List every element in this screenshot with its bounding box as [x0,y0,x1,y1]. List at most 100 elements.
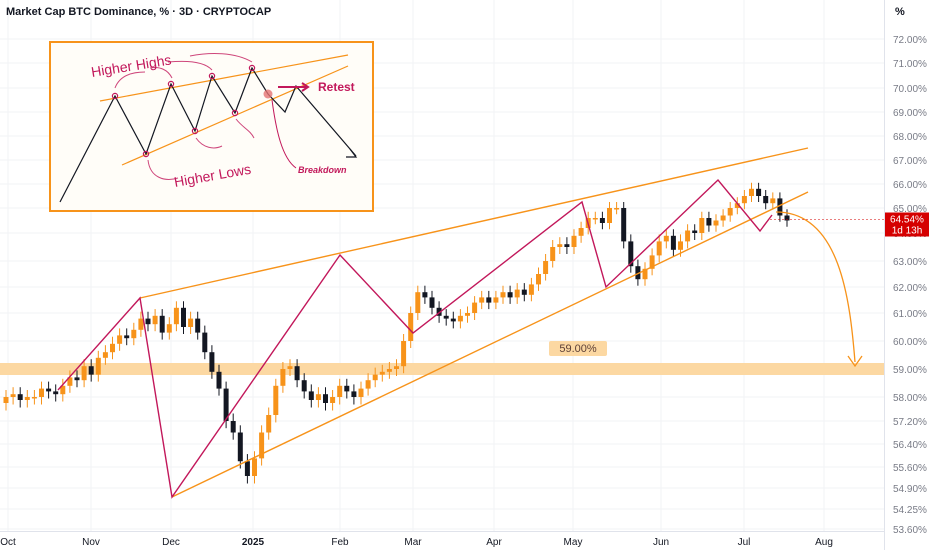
x-tick-label: Jun [653,537,669,548]
candle-body [571,235,577,247]
candle-body [230,421,236,433]
candle-body [663,235,669,242]
y-tick-label: 57.20% [893,417,927,428]
y-tick-label: 53.60% [893,525,927,536]
candle-body [472,302,478,313]
candle-body [31,397,37,399]
candle-body [337,385,343,397]
candle-body [486,297,492,303]
x-tick-label: Apr [486,537,502,548]
candle-body [124,335,130,339]
candle-body [181,307,186,327]
candle-body [323,394,328,403]
candle-body [39,388,44,397]
candle-body [188,318,194,327]
candle-body [784,215,790,221]
support-label: 59.00% [559,343,597,355]
candle-body [557,244,563,247]
y-tick-label: 66.00% [893,180,927,191]
time-axis[interactable]: Oct Nov Dec 2025 Feb Mar Apr May Jun Jul Aug [0,537,833,548]
candle-body [727,208,733,216]
candle-body [770,198,776,204]
inset-retest-dot [263,89,273,99]
y-tick-label: 72.00% [893,35,927,46]
candle-body [465,313,470,316]
inset-retest-arrowhead [301,82,310,92]
candle-body [145,318,151,325]
candle-body [607,208,612,223]
support-label-box [549,341,607,356]
candle-body [699,218,705,233]
x-tick-label: 2025 [242,537,265,548]
x-tick-label: Jul [738,537,751,548]
candle-body [379,371,385,375]
drawing-overlays [57,147,863,499]
candle-body [138,318,144,330]
last-price-box [885,212,929,237]
y-tick-label: 55.60% [893,463,927,474]
candle-body [209,352,215,372]
candle-body [578,228,584,236]
candle-body [24,397,30,400]
support-band: 59.00% [0,341,884,375]
candle-body [202,332,208,353]
candle-body [67,377,73,386]
candle-body [528,284,534,295]
candle-body [308,391,314,400]
candle-body [315,394,321,400]
candle-body [330,397,336,403]
inset-pivot-dot [191,127,199,135]
candle-body [429,297,435,308]
candle-body [543,261,549,274]
candle-body [3,397,9,403]
y-tick-label: 70.00% [893,84,927,95]
candle-body [386,369,392,372]
x-tick-label: May [564,537,583,548]
price-axis[interactable]: 72.00% 71.00% 70.00% 69.00% 68.00% 67.00% 66.0… [893,35,927,536]
candle-body [173,307,179,325]
candle-body [53,391,59,395]
price-axis-border [884,0,885,550]
candle-body [372,374,378,381]
candle-body [521,289,527,295]
candle-body [394,366,399,369]
candle-body [628,241,634,267]
candle-body [88,366,94,375]
candle-body [479,297,485,303]
candle-body [763,196,769,204]
last-price-countdown: 1d 13h [892,226,923,237]
wedge-lower-line [171,191,809,498]
candle-body [415,292,421,313]
inset-pivot-dot [167,80,175,88]
candle-body [507,292,513,298]
candle-body [131,329,137,339]
inset-breakdown-curve [271,99,297,169]
candle-body [17,394,23,400]
candle-body [656,241,662,256]
inset-price-path [59,66,357,203]
last-price-value: 64.54% [890,215,924,226]
candle-body [536,274,541,285]
candle-body [152,315,158,325]
x-tick-label: Mar [404,537,422,548]
last-price-tag: 64.54%1d 13h [770,212,929,237]
candle-body [159,315,165,333]
candle-body [351,391,357,397]
candle-body [102,352,108,358]
candle-body [756,188,762,196]
inset-pivot-dot [208,72,216,80]
candle-body [266,415,272,433]
candle-body [713,220,719,226]
x-tick-label: Feb [331,537,349,548]
candle-body [450,318,456,322]
chart-title: Market Cap BTC Dominance, % · 3D · CRYPT… [6,6,272,18]
candle-body [642,268,648,280]
candle-body [294,366,300,381]
y-tick-label: 58.00% [893,393,927,404]
candle-body [514,289,520,298]
candle-body [443,315,449,319]
candle-body [117,335,123,344]
candle-body [365,380,371,389]
candle-body [301,380,307,392]
